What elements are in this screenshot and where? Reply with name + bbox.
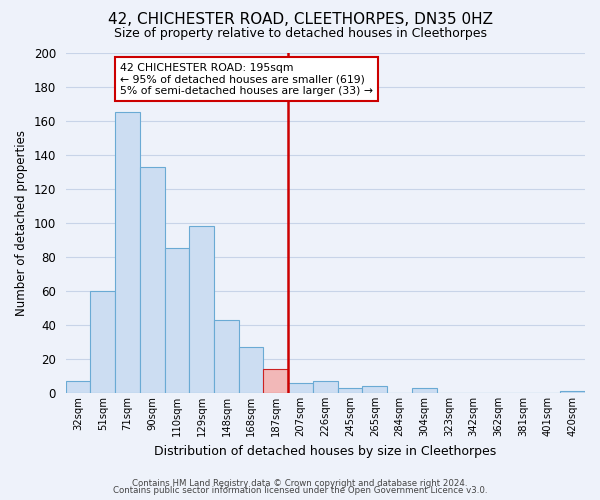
Bar <box>91 291 115 393</box>
Bar <box>190 226 214 393</box>
Text: Size of property relative to detached houses in Cleethorpes: Size of property relative to detached ho… <box>113 28 487 40</box>
Bar <box>239 347 263 393</box>
Bar <box>288 383 313 393</box>
Bar <box>338 388 362 393</box>
Bar <box>263 369 288 393</box>
Text: 42 CHICHESTER ROAD: 195sqm
← 95% of detached houses are smaller (619)
5% of semi: 42 CHICHESTER ROAD: 195sqm ← 95% of deta… <box>120 62 373 96</box>
Bar <box>313 381 338 393</box>
Text: 42, CHICHESTER ROAD, CLEETHORPES, DN35 0HZ: 42, CHICHESTER ROAD, CLEETHORPES, DN35 0… <box>107 12 493 28</box>
Bar <box>140 166 164 393</box>
Text: Contains public sector information licensed under the Open Government Licence v3: Contains public sector information licen… <box>113 486 487 495</box>
Bar <box>362 386 387 393</box>
Bar <box>115 112 140 393</box>
X-axis label: Distribution of detached houses by size in Cleethorpes: Distribution of detached houses by size … <box>154 444 496 458</box>
Text: Contains HM Land Registry data © Crown copyright and database right 2024.: Contains HM Land Registry data © Crown c… <box>132 478 468 488</box>
Y-axis label: Number of detached properties: Number of detached properties <box>15 130 28 316</box>
Bar <box>65 381 91 393</box>
Bar <box>214 320 239 393</box>
Bar <box>412 388 437 393</box>
Bar <box>560 392 585 393</box>
Bar <box>164 248 190 393</box>
